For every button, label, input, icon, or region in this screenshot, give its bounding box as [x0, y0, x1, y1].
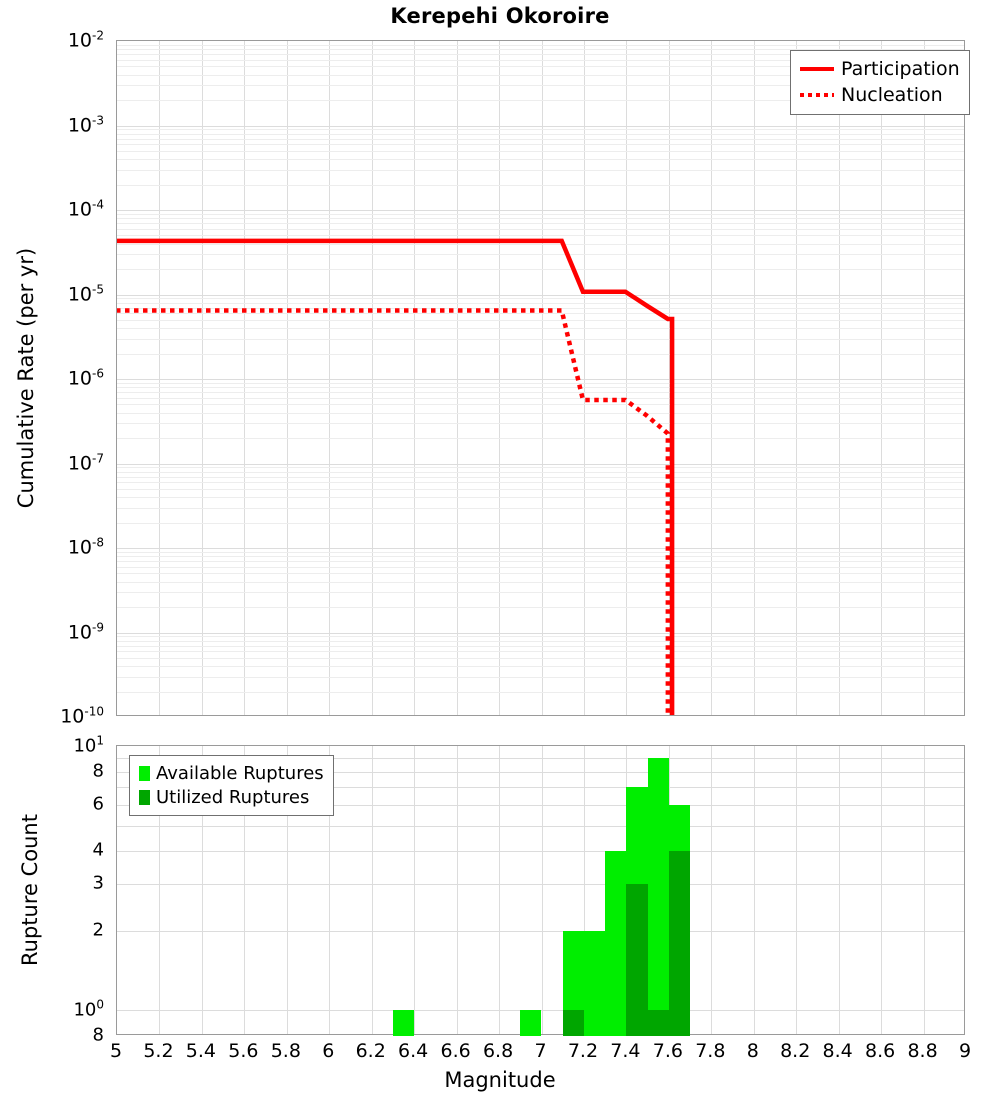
figure: Kerepehi Okoroire Cumulative Rate (per y…: [0, 0, 1000, 1100]
nucleation-curve: [116, 310, 668, 716]
